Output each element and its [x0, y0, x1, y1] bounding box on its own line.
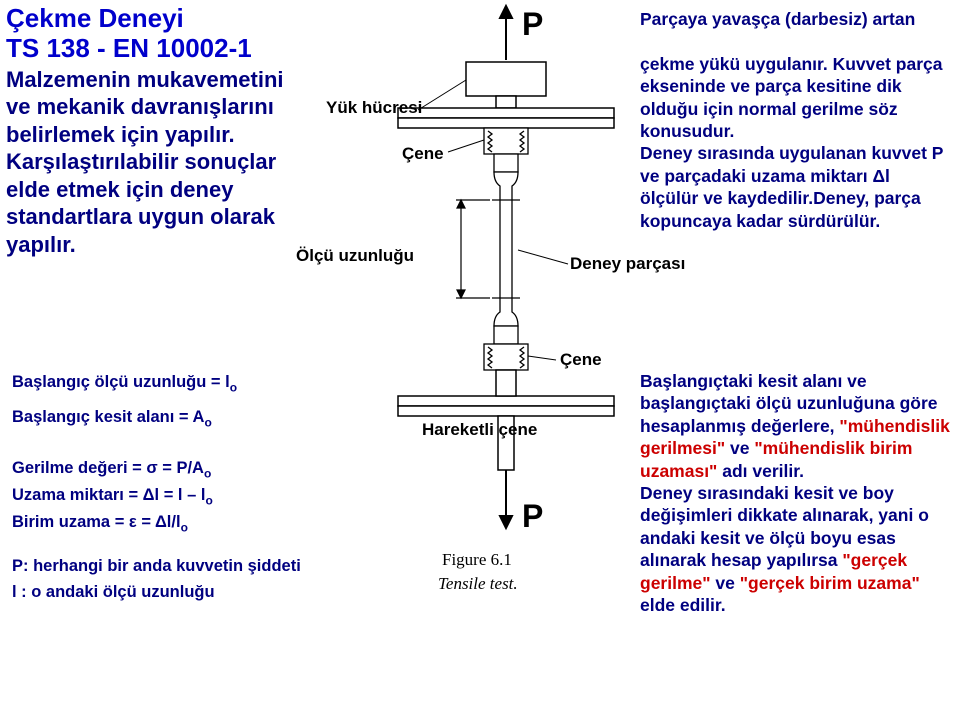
right-top-paragraph: Parçaya yavaşça (darbesiz) artan çekme y…: [640, 8, 952, 232]
figure-number: Figure 6.1: [442, 550, 512, 570]
rb-t2c: elde edilir.: [640, 595, 726, 615]
right-column-bottom: Başlangıçtaki kesit alanı ve başlangıçta…: [640, 370, 952, 616]
label-p-top: P: [522, 6, 543, 43]
rt-l4: Deney sırasında uygulanan kuvvet P ve pa…: [640, 143, 943, 230]
def-initial-length: Başlangıç ölçü uzunluğu = lo: [12, 370, 302, 397]
def-stress: Gerilme değeri = σ = P/Ao: [12, 456, 302, 483]
right-bottom-paragraph: Başlangıçtaki kesit alanı ve başlangıçta…: [640, 370, 952, 616]
label-yuk-hucresi: Yük hücresi: [326, 98, 422, 118]
label-olcu-uzunlugu: Ölçü uzunluğu: [296, 246, 414, 266]
def-strain: Birim uzama = ε = Δl/lo: [12, 510, 302, 537]
def-l1-sub: o: [230, 380, 237, 394]
rb-t1c: adı verilir.: [717, 461, 804, 481]
def-l: l : o andaki ölçü uzunluğu: [12, 580, 302, 606]
rb-hl4: "gerçek birim uzama": [740, 573, 920, 593]
label-cene-bottom: Çene: [560, 350, 602, 370]
tensile-test-diagram: [306, 0, 636, 640]
def-p: P: herhangi bir anda kuvvetin şiddeti: [12, 554, 302, 580]
def-elongation: Uzama miktarı = Δl = l – lo: [12, 483, 302, 510]
def-initial-area: Başlangıç kesit alanı = Ao: [12, 405, 302, 432]
label-p-bottom: P: [522, 498, 543, 535]
figure-caption: Tensile test.: [438, 574, 518, 594]
def-g2-text: Uzama miktarı = Δl = l – l: [12, 486, 205, 504]
right-column-top: Parçaya yavaşça (darbesiz) artan çekme y…: [640, 8, 952, 232]
title-line-2: TS 138 - EN 10002-1: [6, 34, 296, 64]
rb-t1b: ve: [725, 438, 754, 458]
label-hareketli-cene: Hareketli çene: [422, 420, 537, 440]
label-cene-top: Çene: [402, 144, 444, 164]
def-g3-text: Birim uzama = ε = Δl/l: [12, 513, 181, 531]
rt-l2: çekme yükü uygulanır: [640, 54, 823, 74]
intro-paragraph: Malzemenin mukavemetini ve mekanik davra…: [6, 66, 296, 259]
title-line-1: Çekme Deneyi: [6, 4, 296, 34]
definitions-block: Başlangıç ölçü uzunluğu = lo Başlangıç k…: [12, 370, 302, 606]
label-deney-parcasi: Deney parçası: [570, 254, 685, 274]
def-g1-sub: o: [204, 466, 211, 480]
left-column-top: Çekme Deneyi TS 138 - EN 10002-1 Malzeme…: [6, 4, 296, 258]
def-l2-text: Başlangıç kesit alanı = A: [12, 408, 204, 426]
rb-t2b: ve: [711, 573, 740, 593]
rt-l1: Parçaya yavaşça (darbesiz) artan: [640, 9, 915, 29]
def-l2-sub: o: [204, 415, 211, 429]
def-g3-sub: o: [181, 520, 188, 534]
def-g2-sub: o: [205, 493, 212, 507]
diagram-column: P Yük hücresi Çene Deney parçası Çene Ha…: [306, 0, 636, 706]
def-g1-text: Gerilme değeri = σ = P/A: [12, 459, 204, 477]
def-l1-text: Başlangıç ölçü uzunluğu = l: [12, 373, 230, 391]
